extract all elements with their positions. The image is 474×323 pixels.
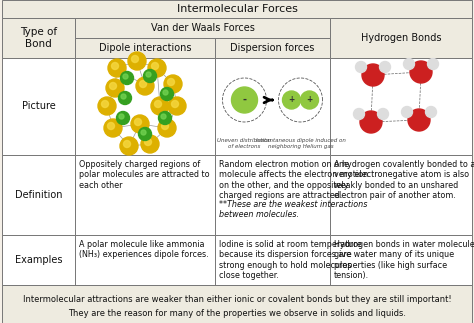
Text: Instantaneous dipole induced on
neighboring Helium gas: Instantaneous dipole induced on neighbor… <box>255 138 346 149</box>
Circle shape <box>106 79 124 97</box>
Circle shape <box>98 97 116 115</box>
Circle shape <box>362 64 384 86</box>
Circle shape <box>155 100 162 108</box>
Circle shape <box>161 88 173 100</box>
Circle shape <box>145 139 152 145</box>
Text: Van der Waals Forces: Van der Waals Forces <box>151 23 255 33</box>
Circle shape <box>231 87 257 113</box>
Bar <box>2 0 472 18</box>
Circle shape <box>168 97 186 115</box>
Text: +: + <box>288 96 295 105</box>
Bar <box>2 58 75 155</box>
Circle shape <box>136 77 154 95</box>
Circle shape <box>131 115 149 133</box>
Bar <box>75 58 215 155</box>
Text: Picture: Picture <box>22 101 55 111</box>
Bar <box>75 18 330 38</box>
Bar <box>330 155 472 235</box>
Text: +: + <box>306 96 313 105</box>
Circle shape <box>120 137 138 155</box>
Text: Iodine is solid at room temperature
because its dispersion forces are
strong eno: Iodine is solid at room temperature beca… <box>219 240 362 280</box>
Bar <box>75 38 215 58</box>
Circle shape <box>111 62 118 69</box>
Circle shape <box>139 80 146 88</box>
Circle shape <box>135 119 142 126</box>
Circle shape <box>354 109 365 120</box>
Circle shape <box>167 78 174 86</box>
Text: A hydrogen covalently bonded to a
very electronegative atom is also
weakly bonde: A hydrogen covalently bonded to a very e… <box>334 160 474 200</box>
Circle shape <box>401 107 412 118</box>
Circle shape <box>108 122 115 130</box>
Circle shape <box>410 61 432 83</box>
Bar <box>330 58 472 155</box>
Bar <box>2 235 75 285</box>
Circle shape <box>128 52 146 70</box>
Bar <box>215 58 330 155</box>
Bar <box>2 285 472 323</box>
Circle shape <box>151 97 169 115</box>
Circle shape <box>152 62 158 69</box>
Bar <box>330 235 472 285</box>
Bar <box>330 18 472 58</box>
Text: Random electron motion on one
molecule affects the electron motion
on the other,: Random electron motion on one molecule a… <box>219 160 368 200</box>
Text: Uneven distribution
of electrons: Uneven distribution of electrons <box>218 138 272 149</box>
Circle shape <box>408 109 430 131</box>
Circle shape <box>163 90 168 95</box>
Circle shape <box>119 114 124 119</box>
Circle shape <box>172 100 179 108</box>
Circle shape <box>161 114 166 119</box>
Text: Intermolecular attractions are weaker than either ionic or covalent bonds but th: Intermolecular attractions are weaker th… <box>23 295 451 304</box>
Circle shape <box>101 100 109 108</box>
Text: Examples: Examples <box>15 255 62 265</box>
Bar <box>215 155 330 235</box>
Circle shape <box>403 58 414 69</box>
Bar <box>75 235 215 285</box>
Circle shape <box>158 111 172 124</box>
Text: Definition: Definition <box>15 190 62 200</box>
Text: Hydrogen Bonds: Hydrogen Bonds <box>361 33 441 43</box>
Circle shape <box>164 75 182 93</box>
Circle shape <box>141 135 159 153</box>
Circle shape <box>158 119 176 137</box>
Circle shape <box>131 56 138 62</box>
Circle shape <box>138 128 152 141</box>
Circle shape <box>117 111 129 124</box>
Text: Dispersion forces: Dispersion forces <box>230 43 315 53</box>
Circle shape <box>124 141 130 148</box>
Text: Hydrogen bonds in water molecules
give water many of its unique
properties (like: Hydrogen bonds in water molecules give w… <box>334 240 474 280</box>
Circle shape <box>426 107 437 118</box>
Circle shape <box>108 59 126 77</box>
Circle shape <box>283 91 301 109</box>
Circle shape <box>104 119 122 137</box>
Circle shape <box>120 71 134 85</box>
Circle shape <box>118 91 131 105</box>
Circle shape <box>360 111 382 133</box>
Bar <box>215 235 330 285</box>
Circle shape <box>123 74 128 79</box>
Circle shape <box>428 58 438 69</box>
Circle shape <box>144 69 156 82</box>
Text: Intermolecular Forces: Intermolecular Forces <box>176 4 298 14</box>
Text: A polar molecule like ammonia
(NH₃) experiences dipole forces.: A polar molecule like ammonia (NH₃) expe… <box>79 240 209 259</box>
Text: Dipole interactions: Dipole interactions <box>99 43 191 53</box>
Circle shape <box>356 61 366 72</box>
Text: Oppositely charged regions of
polar molecules are attracted to
each other: Oppositely charged regions of polar mole… <box>79 160 210 190</box>
Circle shape <box>148 59 166 77</box>
Bar <box>215 38 330 58</box>
Text: **These are the weakest interactions
between molecules.: **These are the weakest interactions bet… <box>219 200 367 219</box>
Circle shape <box>141 130 146 135</box>
Circle shape <box>377 109 389 120</box>
Circle shape <box>109 82 117 89</box>
Text: They are the reason for many of the properties we observe in solids and liquids.: They are the reason for many of the prop… <box>68 308 406 318</box>
Circle shape <box>121 94 126 99</box>
Circle shape <box>162 122 168 130</box>
Text: Type of
Bond: Type of Bond <box>20 27 57 49</box>
Circle shape <box>380 61 391 72</box>
Bar <box>75 155 215 235</box>
Circle shape <box>301 91 319 109</box>
Bar <box>2 155 75 235</box>
Circle shape <box>146 72 151 77</box>
Bar <box>2 18 75 58</box>
Text: -: - <box>243 95 246 105</box>
